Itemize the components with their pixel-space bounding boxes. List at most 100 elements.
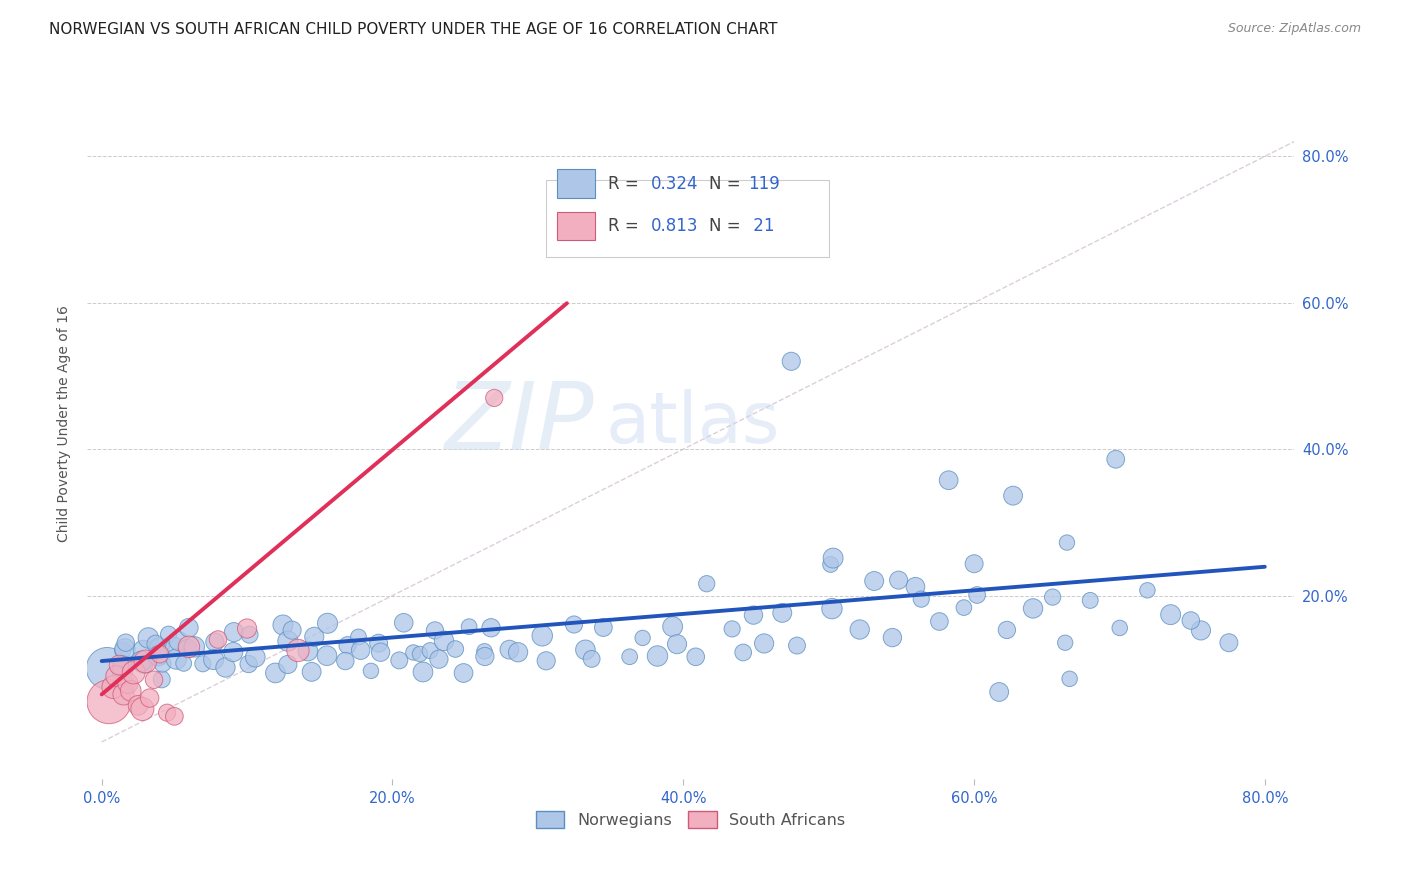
Point [988,685,1011,699]
Point [506,645,529,659]
Point [433,633,456,648]
Point [152,657,174,671]
Point [138,691,160,706]
Point [780,354,803,368]
Point [360,664,382,678]
Text: 0.324: 0.324 [651,175,699,193]
Point [1054,636,1077,650]
Point [145,637,167,651]
Point [367,636,389,650]
Point [966,588,988,602]
FancyBboxPatch shape [546,180,830,257]
Point [770,606,793,620]
Text: R =: R = [609,217,644,235]
Point [562,617,585,632]
Point [132,643,155,657]
Legend: Norwegians, South Africans: Norwegians, South Africans [529,805,852,835]
Point [204,635,226,649]
Point [474,649,496,664]
Text: R =: R = [609,175,644,193]
Point [1002,489,1025,503]
Point [412,665,434,679]
Point [1160,607,1182,622]
Point [928,615,950,629]
Point [157,627,180,641]
FancyBboxPatch shape [557,212,595,240]
Point [696,576,718,591]
Point [1059,672,1081,686]
Point [173,657,195,671]
Point [409,647,432,661]
Text: NORWEGIAN VS SOUTH AFRICAN CHILD POVERTY UNDER THE AGE OF 16 CORRELATION CHART: NORWEGIAN VS SOUTH AFRICAN CHILD POVERTY… [49,22,778,37]
Point [1042,590,1064,604]
Point [165,652,187,666]
Point [995,623,1018,637]
Point [963,557,986,571]
Point [281,623,304,637]
Text: 119: 119 [748,175,780,193]
Point [271,618,294,632]
Point [156,706,179,720]
Point [120,683,142,698]
Point [1105,452,1128,467]
Point [531,629,554,643]
Point [177,640,200,654]
Point [427,652,450,666]
FancyBboxPatch shape [557,169,595,198]
Point [191,657,214,671]
Text: N =: N = [709,217,745,235]
Point [1189,624,1212,638]
Point [740,241,762,255]
Point [820,558,842,572]
Point [474,644,496,658]
Point [823,551,845,566]
Point [96,661,118,675]
Point [108,658,131,673]
Point [111,643,134,657]
Point [863,574,886,588]
Point [821,601,844,615]
Point [1136,583,1159,598]
Point [370,645,392,659]
Point [423,624,446,638]
Point [301,665,323,679]
Point [132,657,155,672]
Point [127,698,149,713]
Point [148,640,170,655]
Point [392,615,415,630]
Point [277,657,299,672]
Y-axis label: Child Poverty Under the Age of 16: Child Poverty Under the Age of 16 [58,305,72,542]
Point [304,630,326,644]
Text: atlas: atlas [606,389,780,458]
Point [786,639,808,653]
Text: ZIP: ZIP [444,378,593,469]
Point [316,616,339,631]
Point [938,473,960,487]
Point [297,644,319,658]
Point [117,677,139,691]
Point [134,655,156,669]
Point [402,645,425,659]
Text: 0.813: 0.813 [651,217,699,235]
Point [350,643,373,657]
Point [105,669,128,683]
Point [479,621,502,635]
Point [666,637,689,651]
Point [114,635,136,649]
Point [1078,593,1101,607]
Point [150,673,173,687]
Point [238,628,260,642]
Point [685,649,707,664]
Point [953,600,976,615]
Point [222,625,245,640]
Point [661,619,683,633]
Point [721,622,744,636]
Text: Source: ZipAtlas.com: Source: ZipAtlas.com [1227,22,1361,36]
Point [1108,621,1130,635]
Point [129,654,152,668]
Point [207,632,229,647]
Point [335,654,357,668]
Point [444,642,467,657]
Point [498,642,520,657]
Point [697,185,720,199]
